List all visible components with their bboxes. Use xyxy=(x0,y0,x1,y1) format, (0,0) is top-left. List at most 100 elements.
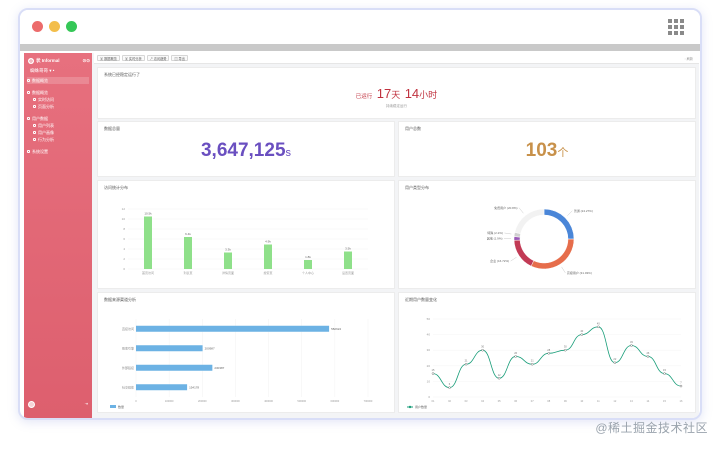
y-tick-label: 8 xyxy=(123,227,125,231)
y-tick-label: 12 xyxy=(122,207,126,211)
point-value-label: 40 xyxy=(580,329,583,333)
point-value-label: 28 xyxy=(547,348,550,352)
bar-value-label: 6.4k xyxy=(185,232,191,236)
sidebar-item[interactable]: 页面分析 xyxy=(27,103,89,110)
toolbar-button-overview[interactable]: ▣ 数据概览 xyxy=(97,55,120,61)
sidebar-item[interactable]: 数据概览 xyxy=(27,77,89,84)
slice-label: 其他 (1.9%) xyxy=(487,235,503,240)
watermark: @稀土掘金技术社区 xyxy=(595,421,708,435)
user-menu-chevron-icon: ▾ • xyxy=(49,68,55,73)
minimize-window-button[interactable] xyxy=(49,21,60,32)
slice-label: 普通 (24.27%) xyxy=(574,208,593,213)
y-tick-label: 50 xyxy=(427,317,431,321)
bar-value-label: 1.8k xyxy=(305,255,311,259)
sidebar-item-label: 数据概览 xyxy=(32,89,48,95)
x-tick-label: 详情页面 xyxy=(222,270,234,275)
uptime-value: 已运行 17天 14小时 xyxy=(98,85,695,103)
x-tick-label: 首页访问 xyxy=(142,270,154,275)
line-point xyxy=(448,386,451,389)
bar-value-label: 4.9k xyxy=(265,240,271,244)
apps-grid-icon[interactable] xyxy=(668,19,684,35)
x-tick-label: 12 xyxy=(613,399,616,403)
sidebar-item[interactable]: 用户列表 xyxy=(27,122,89,129)
avatar[interactable] xyxy=(28,401,35,408)
menu-item-icon xyxy=(33,124,36,127)
logout-icon[interactable]: ⇥ xyxy=(84,401,88,406)
point-value-label: 45 xyxy=(597,321,600,325)
sidebar-footer: ⇥ xyxy=(28,401,88,408)
x-tick-label: 0 xyxy=(135,399,137,403)
point-value-label: 6 xyxy=(449,382,451,386)
sidebar-item-label: 系统设置 xyxy=(32,148,48,154)
toolbar-button-trend[interactable]: ↗ 访问趋势 xyxy=(146,55,170,61)
sidebar-item[interactable]: 用户数据 xyxy=(27,115,89,122)
menu-item-icon xyxy=(27,79,30,82)
sidebar-item-label: 用户列表 xyxy=(38,122,54,128)
sidebar-item-label: 用户画像 xyxy=(38,129,54,135)
sidebar-item-label: 用户数据 xyxy=(32,115,48,121)
x-tick-label: 个人中心 xyxy=(302,270,314,275)
sidebar-brand: ◎ 状 Informal ⊙⊙ xyxy=(28,56,90,65)
sidebar-item[interactable]: 行为分析 xyxy=(27,136,89,143)
maximize-window-button[interactable] xyxy=(66,21,77,32)
refresh-button[interactable]: ◦ 刷新 xyxy=(684,56,693,61)
dashboard-app: ◎ 状 Informal ⊙⊙ 蜘蛛哥哥 ▾ • 数据概览 数据概览 实时访问 页面分… xyxy=(24,53,699,418)
line-point xyxy=(663,372,666,375)
close-window-button[interactable] xyxy=(32,21,43,32)
point-value-label: 26 xyxy=(646,351,649,355)
line-point xyxy=(679,384,683,388)
x-tick-label: 设置页面 xyxy=(342,270,354,275)
x-tick-label: 700000 xyxy=(364,399,373,403)
sidebar-item-label: 行为分析 xyxy=(38,136,54,142)
slice-label: 免费用户 (20.8%) xyxy=(494,205,517,210)
y-tick-label: 搜索引擎 xyxy=(122,345,134,350)
brand-name: 状 Informal xyxy=(36,57,60,63)
menu-item-icon xyxy=(33,98,36,101)
uptime-card: 系统已经稳定运行了 已运行 17天 14小时 持续稳定运行 xyxy=(97,67,696,119)
sidebar-item-label: 实时访问 xyxy=(38,96,54,102)
user-name: 蜘蛛哥哥 xyxy=(30,68,48,73)
x-tick-label: 05 xyxy=(498,399,501,403)
x-tick-label: 100000 xyxy=(165,399,174,403)
toolbar-button-realtime[interactable]: ▣ 实时分析 xyxy=(121,55,145,61)
y-tick-label: 0 xyxy=(123,267,125,271)
point-value-label: 7 xyxy=(680,381,682,385)
legend-label: 用户数量 xyxy=(415,404,427,409)
browser-window: ◎ 状 Informal ⊙⊙ 蜘蛛哥哥 ▾ • 数据概览 数据概览 实时访问 页面分… xyxy=(18,8,702,420)
menu-item-icon xyxy=(27,150,30,153)
y-tick-label: 直接访问 xyxy=(122,326,134,331)
y-tick-label: 30 xyxy=(427,348,431,352)
sidebar-item[interactable]: 用户画像 xyxy=(27,129,89,136)
slice-leader-line xyxy=(518,207,524,214)
line-point xyxy=(580,333,584,336)
sidebar-user[interactable]: 蜘蛛哥哥 ▾ • xyxy=(30,68,54,74)
window-titlebar xyxy=(20,10,700,44)
sidebar-item[interactable]: 实时访问 xyxy=(27,96,89,103)
source-hbar-chart: 0 100000 200000 300000 400000 500000 600000 700… xyxy=(110,319,373,409)
point-value-label: 30 xyxy=(564,345,567,349)
user-trend-line-chart: 0 10 20 30 40 50 15 01 6 02 21 03 30 04 12 05 26 06 21 07 28… xyxy=(407,317,683,409)
y-tick-label: 10 xyxy=(427,379,431,383)
sidebar-item[interactable]: 数据概览 xyxy=(27,89,89,96)
uptime-subtitle: 持续稳定运行 xyxy=(386,104,407,108)
bar xyxy=(344,251,352,269)
window-divider xyxy=(20,44,700,51)
bar xyxy=(136,364,213,371)
source-chart-title: 数据来源渠道分析 xyxy=(104,297,136,302)
sidebar-item[interactable]: 系统设置 xyxy=(27,148,89,155)
slice-leader-line xyxy=(504,232,512,235)
toolbar-button-export[interactable]: ▤ 导出 xyxy=(171,55,188,61)
slice-leader-line xyxy=(561,266,566,273)
slice-leader-line xyxy=(510,257,517,262)
legend-swatch xyxy=(110,405,116,408)
sidebar: ◎ 状 Informal ⊙⊙ 蜘蛛哥哥 ▾ • 数据概览 数据概览 实时访问 页面分… xyxy=(24,53,92,418)
point-value-label: 22 xyxy=(613,357,616,361)
point-value-label: 15 xyxy=(432,368,435,372)
collapse-icon[interactable]: ⊙⊙ xyxy=(82,57,90,63)
donut-slice xyxy=(514,208,545,235)
x-tick-label: 04 xyxy=(481,399,484,403)
total-number: 3,647,125 xyxy=(200,140,286,161)
donut-chart-title: 用户类型分布 xyxy=(405,185,429,190)
bar xyxy=(144,216,152,269)
line-point xyxy=(497,377,501,380)
